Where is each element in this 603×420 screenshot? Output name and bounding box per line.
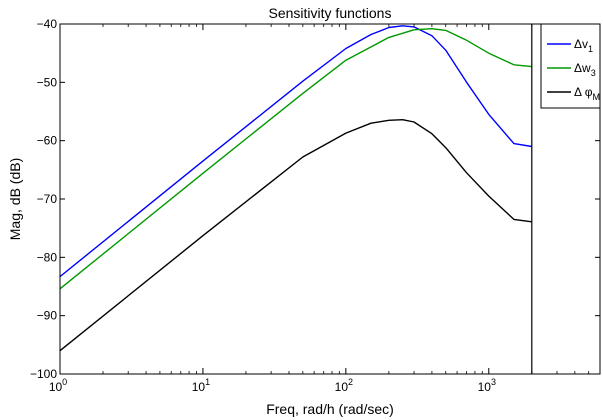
y-tick-label: −80 [37, 250, 58, 264]
chart-title: Sensitivity functions [269, 5, 392, 21]
y-tick-label: −40 [37, 17, 58, 31]
series-lines [60, 25, 532, 352]
legend-label-3: Δ φM [574, 85, 600, 102]
y-tick-label: −50 [37, 75, 58, 89]
x-tick-label: 100 [49, 377, 67, 394]
series-line-3 [60, 118, 532, 352]
y-tick-label: −90 [37, 309, 58, 323]
x-axis-label: Freq, rad/h (rad/sec) [266, 401, 394, 417]
x-tick-label: 102 [335, 377, 353, 394]
y-tick-label: −60 [37, 134, 58, 148]
x-tick-label: 101 [192, 377, 210, 394]
legend-box [540, 23, 601, 109]
x-tick-label: 103 [478, 377, 496, 394]
legend-label-2: Δw3 [574, 61, 596, 78]
series-line-1 [60, 25, 532, 278]
y-tick-label: −100 [30, 367, 57, 381]
plot-area: −100 −90 −80 −70 −60 −50 −40 100 101 102 103 [30, 17, 601, 394]
legend: Δv1 Δw3 Δ φM [540, 23, 601, 109]
y-axis-label: Mag, dB (dB) [7, 158, 23, 240]
y-tick-label: −70 [37, 192, 58, 206]
legend-label-1: Δv1 [574, 37, 593, 54]
series-line-2 [60, 28, 532, 290]
